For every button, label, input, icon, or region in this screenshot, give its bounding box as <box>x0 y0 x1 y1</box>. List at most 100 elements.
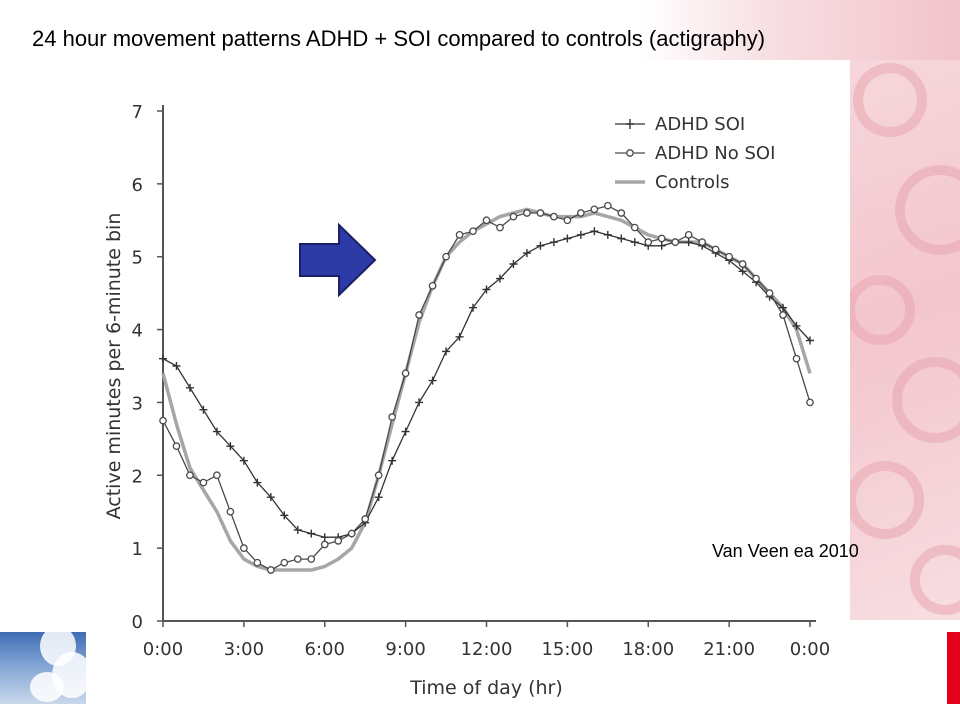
x-tick-label: 15:00 <box>541 639 593 660</box>
data-point <box>199 405 208 414</box>
data-point <box>361 515 370 523</box>
series-layer <box>159 201 814 574</box>
data-point <box>266 493 275 502</box>
data-point <box>725 252 733 261</box>
data-point <box>617 234 626 243</box>
data-point <box>752 274 760 283</box>
x-tick-label: 12:00 <box>461 639 513 660</box>
data-point <box>293 555 302 563</box>
y-tick-label: 1 <box>132 539 143 560</box>
data-point <box>469 227 477 236</box>
data-point <box>779 311 787 319</box>
data-point <box>226 507 235 516</box>
data-point <box>415 311 423 319</box>
data-point <box>253 558 262 567</box>
x-tick-label: 3:00 <box>224 639 264 660</box>
legend-item: Controls <box>615 172 729 193</box>
data-point <box>172 362 181 370</box>
data-point <box>738 260 747 268</box>
data-point <box>590 227 599 236</box>
data-point <box>523 209 531 217</box>
x-tick-label: 0:00 <box>143 639 183 660</box>
right-arrow-icon <box>297 222 379 303</box>
data-point <box>213 471 221 480</box>
decorative-header-band <box>640 0 960 60</box>
data-point <box>428 282 437 290</box>
data-point <box>563 216 572 225</box>
legend-label: Controls <box>655 172 729 193</box>
decorative-side-band <box>850 60 960 620</box>
data-point <box>806 336 814 345</box>
data-point <box>806 398 814 407</box>
page-title: 24 hour movement patterns ADHD + SOI com… <box>32 26 766 51</box>
series-controls <box>161 207 812 572</box>
data-point <box>159 354 167 363</box>
data-point <box>765 289 774 297</box>
data-point <box>401 427 410 436</box>
data-point <box>185 383 194 392</box>
x-tick-label: 21:00 <box>703 639 755 660</box>
data-point <box>482 216 491 225</box>
legend-item: ADHD SOI <box>615 114 745 135</box>
data-point <box>266 566 275 574</box>
data-point <box>792 321 801 330</box>
data-point <box>482 285 491 294</box>
data-point <box>698 238 707 246</box>
data-point <box>603 230 612 239</box>
data-point <box>280 511 289 520</box>
sky-logo <box>0 632 86 704</box>
data-point <box>442 347 451 356</box>
brand-bar <box>947 632 960 704</box>
x-tick-label: 9:00 <box>385 639 425 660</box>
y-tick-label: 2 <box>132 466 143 487</box>
data-point <box>577 209 585 217</box>
data-point <box>550 212 558 221</box>
data-point <box>549 238 558 247</box>
data-point <box>603 201 612 210</box>
series-line-adhd-no-soi <box>162 205 811 571</box>
data-point <box>334 537 343 545</box>
data-point <box>293 525 302 534</box>
data-point <box>495 274 504 283</box>
data-point <box>240 544 248 552</box>
data-point <box>657 234 666 243</box>
data-point <box>347 529 356 538</box>
y-tick-label: 7 <box>132 102 143 123</box>
data-point <box>563 234 572 243</box>
data-point <box>159 416 167 425</box>
data-point <box>199 478 208 487</box>
data-point <box>415 398 424 407</box>
citation: Van Veen ea 2010 <box>712 541 859 561</box>
series-line-controls <box>161 207 812 572</box>
data-point <box>307 529 316 538</box>
data-point <box>590 205 599 214</box>
data-point <box>536 209 545 217</box>
data-point <box>671 238 680 246</box>
data-point <box>644 238 653 246</box>
data-point <box>455 332 464 341</box>
x-axis-ticks: 0:00 3:00 6:00 9:00 12:00 15:00 18:00 21:00 0:00 <box>143 621 830 660</box>
series-line-adhd-soi <box>162 230 811 538</box>
data-point <box>469 303 478 312</box>
y-axis-label: Active minutes per 6-minute bin <box>103 213 125 520</box>
series-adhd-soi <box>159 227 814 542</box>
data-point <box>172 442 181 450</box>
data-point <box>401 369 410 378</box>
data-point <box>792 354 801 363</box>
x-tick-label: 0:00 <box>790 639 830 660</box>
series-adhd-no-soi <box>159 201 814 574</box>
y-tick-label: 4 <box>132 321 143 342</box>
data-point <box>509 260 518 268</box>
data-point <box>374 471 383 480</box>
x-tick-label: 6:00 <box>305 639 345 660</box>
data-point <box>320 533 329 542</box>
data-point <box>779 303 788 312</box>
legend-label: ADHD No SOI <box>655 143 775 164</box>
data-point <box>388 413 396 421</box>
chart: 0 1 2 3 4 5 6 7 0:00 3:00 6:00 9:00 12:00 15:00 18:00… <box>95 92 850 704</box>
x-axis-label: Time of day (hr) <box>409 677 563 699</box>
data-point <box>280 558 289 567</box>
data-point <box>320 540 329 549</box>
data-point <box>509 212 518 221</box>
line-chart: 0 1 2 3 4 5 6 7 0:00 3:00 6:00 9:00 12:00 15:00 18:00… <box>103 102 830 699</box>
